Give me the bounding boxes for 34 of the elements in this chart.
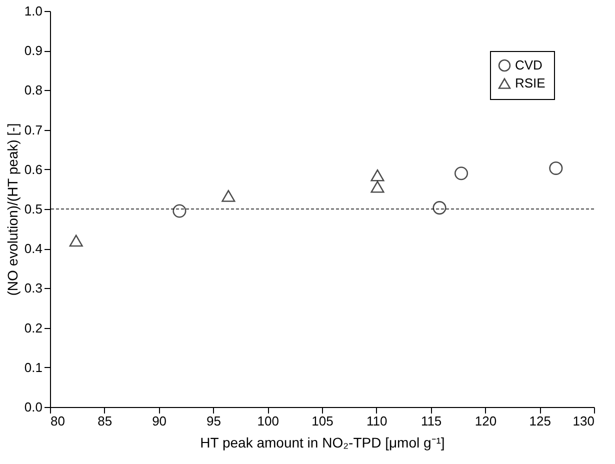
- point: [549, 161, 563, 175]
- y-tick-label: 0.9: [24, 43, 42, 58]
- point: [454, 166, 468, 180]
- x-axis-title: HT peak amount in NO₂-TPD [μmol g⁻¹]: [200, 434, 445, 450]
- y-tick-label: 1.0: [24, 4, 42, 18]
- legend-label: RSIE: [515, 76, 546, 90]
- point: [222, 190, 236, 202]
- y-tick-label: 0.6: [24, 162, 42, 177]
- point: [370, 169, 384, 182]
- x-tick-label: 125: [529, 414, 551, 428]
- y-tick-label: 0.4: [24, 241, 42, 256]
- point: [432, 201, 446, 215]
- point: [370, 180, 384, 193]
- point: [172, 204, 186, 218]
- y-tick-label: 0.0: [24, 400, 42, 414]
- legend-label: CVD: [515, 58, 542, 72]
- y-tick-label: 0.7: [24, 122, 42, 138]
- point: [69, 234, 83, 247]
- x-tick-label: 100: [257, 414, 279, 428]
- x-tick-label: 105: [312, 414, 334, 428]
- x-tick-label: 85: [98, 414, 112, 428]
- x-tick-label: 110: [366, 414, 388, 428]
- y-tick-label: 0.5: [24, 202, 42, 216]
- x-tick-label: 120: [474, 414, 497, 428]
- x-tick-label: 115: [420, 414, 442, 428]
- x-tick-label: 80: [50, 414, 65, 428]
- x-tick-label: 90: [152, 414, 167, 428]
- x-tick-label: 130: [572, 414, 594, 428]
- y-axis-title: (NO evolution)/(HT peak) [-]: [4, 123, 20, 296]
- y-tick-label: 0.1: [24, 360, 42, 375]
- x-tick-label: 95: [206, 414, 221, 428]
- y-tick-label: 0.3: [24, 280, 42, 296]
- y-tick-label: 0.2: [24, 320, 42, 336]
- y-tick-label: 0.8: [24, 82, 42, 98]
